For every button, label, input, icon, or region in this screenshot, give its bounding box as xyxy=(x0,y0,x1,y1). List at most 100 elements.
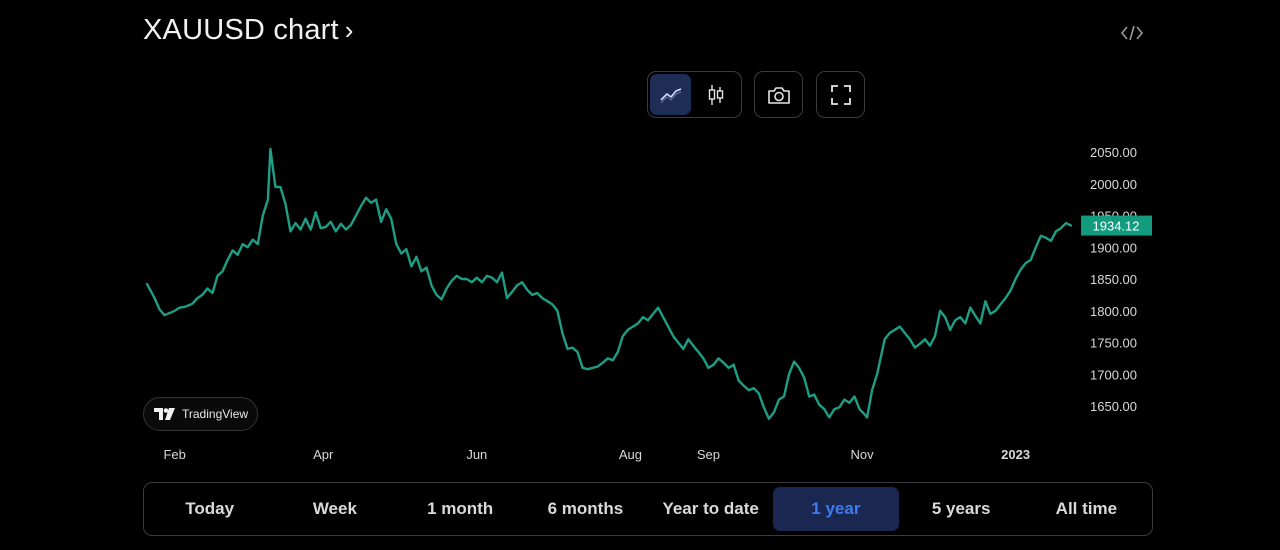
data-point xyxy=(390,218,392,220)
data-point xyxy=(586,368,588,370)
data-point xyxy=(201,294,203,296)
screenshot-button[interactable] xyxy=(754,71,803,118)
x-tick-label: Jun xyxy=(466,447,487,462)
data-point xyxy=(425,266,427,268)
data-point xyxy=(1045,237,1047,239)
data-point xyxy=(848,402,850,404)
line-chart-icon xyxy=(659,87,681,103)
data-point xyxy=(627,329,629,331)
data-point xyxy=(267,198,269,200)
data-point xyxy=(1025,262,1027,264)
data-point xyxy=(783,395,785,397)
data-point xyxy=(924,338,926,340)
data-point xyxy=(456,275,458,277)
data-point xyxy=(889,332,891,334)
range-button-6-months[interactable]: 6 months xyxy=(547,499,624,518)
range-button-1-month[interactable]: 1 month xyxy=(427,499,494,518)
data-point xyxy=(597,365,599,367)
data-point xyxy=(340,223,342,225)
data-point xyxy=(813,393,815,395)
data-point xyxy=(871,389,873,391)
data-point xyxy=(435,294,437,296)
data-point xyxy=(345,228,347,230)
data-point xyxy=(919,343,921,345)
chart-title-link[interactable]: XAUUSD chart › xyxy=(143,14,354,47)
price-chart[interactable]: 2050.002000.001950.001900.001850.001800.… xyxy=(0,0,1280,480)
y-tick-label: 1750.00 xyxy=(1090,336,1137,351)
data-point xyxy=(461,278,463,280)
data-point xyxy=(1030,259,1032,261)
data-point xyxy=(226,259,228,261)
data-point xyxy=(838,406,840,408)
data-point xyxy=(385,208,387,210)
y-tick-label: 1800.00 xyxy=(1090,304,1137,319)
data-point xyxy=(174,310,176,312)
chevron-right-icon: › xyxy=(344,15,354,45)
data-point xyxy=(491,277,493,279)
data-point xyxy=(1070,224,1072,226)
data-point xyxy=(1035,246,1037,248)
data-point xyxy=(262,214,264,216)
data-point xyxy=(471,281,473,283)
data-point xyxy=(320,227,322,229)
range-button-today[interactable]: Today xyxy=(185,499,235,518)
data-point xyxy=(231,249,233,251)
data-point xyxy=(954,319,956,321)
range-button-week[interactable]: Week xyxy=(312,499,357,518)
candlestick-chart-button[interactable] xyxy=(695,74,736,115)
data-point xyxy=(335,230,337,232)
data-point xyxy=(279,186,281,188)
data-point xyxy=(1014,278,1016,280)
data-point xyxy=(330,221,332,223)
data-point xyxy=(969,306,971,308)
data-point xyxy=(163,314,165,316)
data-point xyxy=(365,197,367,199)
data-point xyxy=(853,395,855,397)
data-point xyxy=(899,325,901,327)
y-axis: 2050.002000.001950.001900.001850.001800.… xyxy=(1090,145,1137,414)
data-point xyxy=(876,373,878,375)
data-point xyxy=(184,306,186,308)
data-point xyxy=(206,287,208,289)
line-chart-button[interactable] xyxy=(650,74,691,115)
data-point xyxy=(400,252,402,254)
data-point xyxy=(153,297,155,299)
data-point xyxy=(294,222,296,224)
data-point xyxy=(350,224,352,226)
last-price-label-bg xyxy=(1081,215,1152,236)
tradingview-badge[interactable]: TradingView xyxy=(143,397,258,431)
data-point xyxy=(808,395,810,397)
data-point xyxy=(763,406,765,408)
range-button-all-time[interactable]: All time xyxy=(1055,499,1118,518)
data-point xyxy=(511,291,513,293)
range-button-1-year[interactable]: 1 year xyxy=(773,487,899,531)
data-point xyxy=(768,418,770,420)
range-button-year-to-date[interactable]: Year to date xyxy=(662,499,759,518)
data-point xyxy=(506,297,508,299)
data-point xyxy=(380,221,382,223)
last-price-marker: 1934.12 xyxy=(1081,215,1152,236)
data-point xyxy=(672,335,674,337)
data-point xyxy=(1040,235,1042,237)
data-point xyxy=(581,367,583,369)
data-point xyxy=(788,373,790,375)
data-point xyxy=(647,319,649,321)
data-point xyxy=(818,404,820,406)
data-point xyxy=(536,292,538,294)
data-point xyxy=(445,287,447,289)
data-point xyxy=(989,313,991,315)
data-point xyxy=(360,205,362,207)
data-point xyxy=(450,280,452,282)
embed-button[interactable] xyxy=(1118,20,1146,46)
data-point xyxy=(561,332,563,334)
y-tick-label: 1700.00 xyxy=(1090,367,1137,382)
data-point xyxy=(247,246,249,248)
fullscreen-button[interactable] xyxy=(816,71,865,118)
data-point xyxy=(607,357,609,359)
data-point xyxy=(949,329,951,331)
data-point xyxy=(863,413,865,415)
data-point xyxy=(556,310,558,312)
data-point xyxy=(617,351,619,353)
range-button-5-years[interactable]: 5 years xyxy=(931,499,991,518)
data-point xyxy=(304,218,306,220)
